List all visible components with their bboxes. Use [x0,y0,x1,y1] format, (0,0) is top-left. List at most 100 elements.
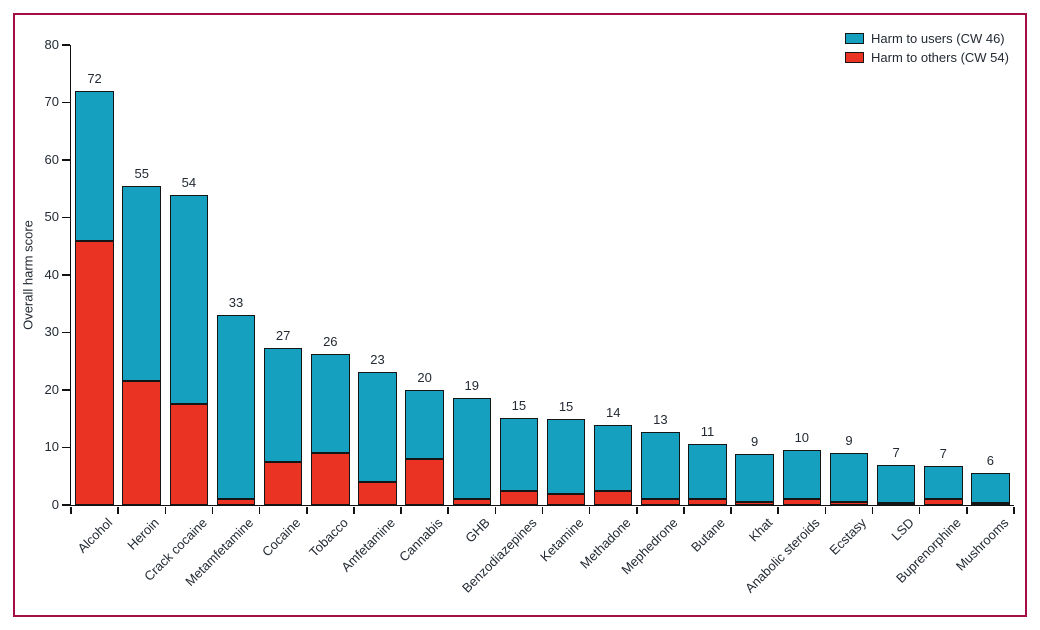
bar-value-label: 9 [845,432,853,448]
x-axis-tick [305,506,308,514]
segment-harm-to-users [216,315,256,500]
segment-harm-to-others [263,461,303,505]
bar-value-label: 20 [417,370,432,385]
y-axis-tick-label: 60 [44,151,59,167]
legend-entry-label: Harm to users (CW 46) [871,31,1005,46]
segment-harm-to-users [358,371,397,482]
segment-harm-to-others [499,490,539,505]
bar-ecstasy [829,452,869,505]
bar-alcohol [75,91,114,505]
bar-methadone [593,424,633,505]
x-axis-tick [117,506,119,514]
bar-cocaine [263,348,303,505]
bar-value-label: 23 [370,351,385,367]
segment-harm-to-others [971,503,1010,505]
legend-swatch-icon [845,32,864,45]
bar-value-label: 11 [700,424,715,440]
y-axis-tick [62,44,70,46]
x-axis-tick [447,506,449,514]
segment-harm-to-others [122,381,161,505]
bar-value-label: 33 [228,295,244,311]
x-axis-category-label-text: Cannabis [395,515,446,565]
segment-harm-to-others [735,502,774,505]
y-axis-tick [62,504,70,506]
bar-value-label: 27 [275,328,291,344]
x-axis-tick [588,506,591,514]
x-axis-tick [258,506,261,514]
segment-harm-to-users [876,464,916,503]
bar-value-label: 7 [939,446,947,462]
x-axis-category-label-text: Cocaine [259,515,304,560]
bar-mushrooms [971,473,1010,505]
x-axis-category-label-text: Ecstasy [826,515,870,558]
segment-harm-to-users [546,419,586,494]
segment-harm-to-users [641,431,680,500]
segment-harm-to-others [782,499,822,505]
x-axis-tick [1013,506,1015,514]
x-axis-tick [70,506,72,514]
bar-value-label: 13 [653,411,668,427]
segment-harm-to-others [75,240,114,505]
segment-harm-to-others [593,490,633,505]
bar-butane [688,444,727,505]
segment-harm-to-users [452,398,492,500]
bar-cannabis [405,390,444,505]
bar-value-label: 10 [794,429,810,445]
bar-value-label: 55 [134,166,149,182]
y-axis-tick [62,331,70,334]
x-axis-tick [541,506,544,514]
segment-harm-to-others [546,493,586,505]
segment-harm-to-users [169,194,209,405]
bar-khat [735,453,774,505]
bar-ghb [452,398,492,505]
segment-harm-to-others [688,499,727,505]
y-axis-tick-label: 40 [44,266,59,282]
legend-entry-label: Harm to others (CW 54) [871,50,1009,65]
segment-harm-to-others [311,453,350,505]
bar-buprenorphine [924,466,963,505]
bar-mephedrone [641,431,680,505]
x-axis-tick [636,506,638,514]
plot-area: 0 10 20 30 40 50 60 70 80 72 Alcohol 55 Heroin 54 Crac… [45,37,1015,596]
legend-entry: Harm to users (CW 46) [845,31,1009,46]
segment-harm-to-users [499,417,539,491]
x-axis-tick [966,506,968,514]
x-axis-category-label-text: Alcohol [74,515,116,556]
segment-harm-to-users [593,424,633,491]
bar-value-label: 26 [323,333,338,349]
bar-value-label: 15 [558,399,574,415]
bar-value-label: 72 [87,71,102,86]
y-axis-tick-label: 10 [44,439,59,454]
segment-harm-to-users [688,444,727,500]
segment-harm-to-users [971,473,1010,503]
x-axis-tick [777,506,780,514]
segment-harm-to-users [405,390,444,459]
segment-harm-to-users [311,353,350,454]
x-axis-tick [730,506,732,514]
segment-harm-to-others [216,499,256,505]
y-axis-tick-label: 80 [44,36,59,52]
x-axis-tick [211,506,214,514]
segment-harm-to-users [122,186,161,382]
x-axis-tick [918,506,921,514]
bar-tobacco [311,353,350,505]
bar-value-label: 6 [986,453,995,469]
x-axis-category-label-text: Heroin [124,515,163,553]
segment-harm-to-others [876,503,916,505]
x-axis-tick [871,506,874,514]
y-axis-tick [62,216,70,219]
segment-harm-to-users [263,348,303,462]
segment-harm-to-others [452,499,492,505]
x-axis-tick [400,506,402,514]
bar-value-label: 9 [751,433,759,449]
y-axis-tick [62,159,70,161]
x-axis-tick [494,506,497,514]
segment-harm-to-users [829,452,869,503]
y-axis-tick-label: 0 [51,496,59,512]
segment-harm-to-users [75,91,114,241]
bar-benzodiazepines [499,417,539,505]
bar-amfetamine [358,371,397,505]
y-axis-tick-label: 50 [44,209,59,224]
bar-value-label: 19 [464,378,479,394]
